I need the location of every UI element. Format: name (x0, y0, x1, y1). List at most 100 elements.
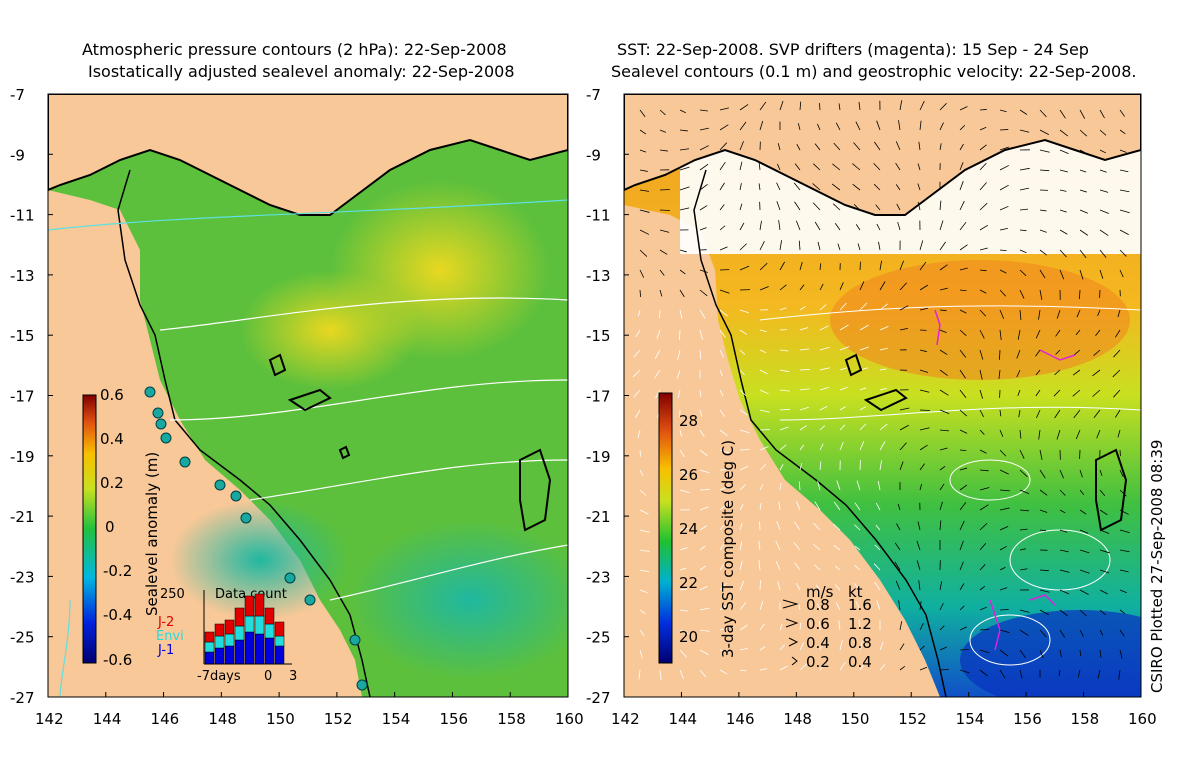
velocity-arrow (1058, 669, 1061, 677)
velocity-arrow (739, 541, 743, 551)
velocity-arrow (839, 424, 846, 431)
velocity-arrow (659, 229, 670, 233)
velocity-arrow (919, 444, 928, 451)
velocity-legend-ms: 0.4 (806, 634, 830, 652)
velocity-arrow (679, 649, 688, 658)
velocity-arrow (939, 429, 950, 432)
velocity-arrow (639, 469, 644, 477)
velocity-arrow (719, 627, 730, 631)
velocity-arrow (639, 589, 648, 594)
velocity-arrow (759, 286, 769, 291)
data-count-bar (264, 623, 275, 639)
lat-tick: -13 (586, 267, 611, 285)
left-contour-white2 (169, 379, 568, 421)
velocity-arrow (959, 409, 968, 417)
velocity-arrow (679, 129, 688, 132)
velocity-arrow (854, 502, 861, 511)
velocity-arrow (719, 649, 730, 652)
velocity-arrow (639, 489, 647, 496)
velocity-arrow (1073, 409, 1081, 419)
sla-tick-0.4: 0.4 (100, 430, 124, 448)
velocity-arrow (719, 107, 729, 111)
velocity-arrow (834, 584, 841, 591)
velocity-arrow (859, 662, 866, 671)
right-map (623, 93, 1142, 698)
velocity-arrow (699, 585, 708, 591)
velocity-arrow (1056, 309, 1061, 319)
velocity-arrow (919, 623, 924, 631)
velocity-arrow (639, 149, 647, 153)
velocity-arrow (859, 406, 867, 411)
velocity-arrow (719, 349, 724, 358)
velocity-arrow (1095, 329, 1101, 336)
velocity-arrow (959, 309, 967, 314)
velocity-arrow (979, 649, 990, 654)
velocity-arrow (979, 329, 985, 339)
data-count-bar (274, 621, 285, 637)
velocity-arrow (798, 240, 801, 251)
velocity-arrow (639, 109, 646, 118)
velocity-arrow (857, 243, 861, 251)
velocity-arrow (918, 580, 921, 591)
velocity-arrow (919, 240, 924, 251)
velocity-arrow (1059, 269, 1065, 280)
velocity-arrow (1079, 609, 1087, 617)
velocity-arrow (819, 283, 824, 291)
velocity-arrow (833, 501, 841, 511)
velocity-arrow (916, 540, 921, 551)
velocity-arrow (1079, 509, 1087, 515)
velocity-arrow (999, 269, 1007, 274)
velocity-arrow (959, 467, 968, 471)
velocity-arrow (858, 620, 861, 631)
velocity-arrow (1054, 409, 1061, 419)
velocity-arrow (1019, 609, 1030, 613)
velocity-arrow (879, 326, 889, 331)
data-count-bar (234, 639, 245, 665)
velocity-arrow (659, 249, 668, 255)
velocity-arrow (759, 623, 766, 631)
velocity-arrow (1059, 229, 1068, 235)
velocity-arrow (1019, 629, 1029, 636)
velocity-arrow (799, 663, 808, 671)
velocity-arrow (959, 649, 969, 651)
velocity-arrow (814, 143, 821, 151)
velocity-arrow (679, 449, 685, 458)
velocity-arrow (999, 629, 1010, 634)
data-count-bars (204, 593, 285, 665)
right-shelf-contour (693, 169, 947, 697)
velocity-arrow (1119, 149, 1127, 153)
velocity-arrow (759, 240, 765, 251)
velocity-arrow (979, 629, 989, 631)
velocity-arrow (814, 564, 821, 571)
velocity-arrow (719, 161, 726, 171)
velocity-arrow (1059, 569, 1070, 573)
velocity-arrow (1019, 528, 1028, 531)
velocity-arrow (633, 389, 641, 398)
velocity-arrow (779, 284, 787, 291)
velocity-arrow (1059, 549, 1069, 553)
velocity-arrow (1119, 269, 1124, 278)
velocity-arrow (959, 349, 967, 358)
velocity-arrow (1099, 129, 1107, 136)
velocity-arrow (879, 441, 886, 451)
velocity-arrow (959, 502, 967, 511)
velocity-arrow (1099, 549, 1110, 554)
velocity-arrow (1019, 289, 1025, 299)
velocity-arrow (679, 669, 684, 680)
velocity-arrow (1019, 669, 1023, 679)
velocity-arrow (834, 223, 841, 231)
velocity-arrow (999, 165, 1010, 171)
velocity-arrow (1035, 369, 1041, 376)
reef-islands (268, 353, 552, 532)
velocity-arrow (794, 562, 801, 571)
velocity-arrow (876, 120, 881, 131)
lon-tick: 150 (266, 710, 295, 728)
velocity-legend-kt: 0.4 (848, 653, 872, 671)
velocity-arrow (677, 389, 681, 399)
velocity-arrow (1092, 369, 1101, 377)
velocity-arrow (779, 464, 784, 471)
lat-tick: -25 (10, 629, 35, 647)
velocity-arrow (1072, 389, 1081, 397)
sla-high-center (240, 270, 420, 390)
velocity-arrow (1119, 169, 1129, 173)
